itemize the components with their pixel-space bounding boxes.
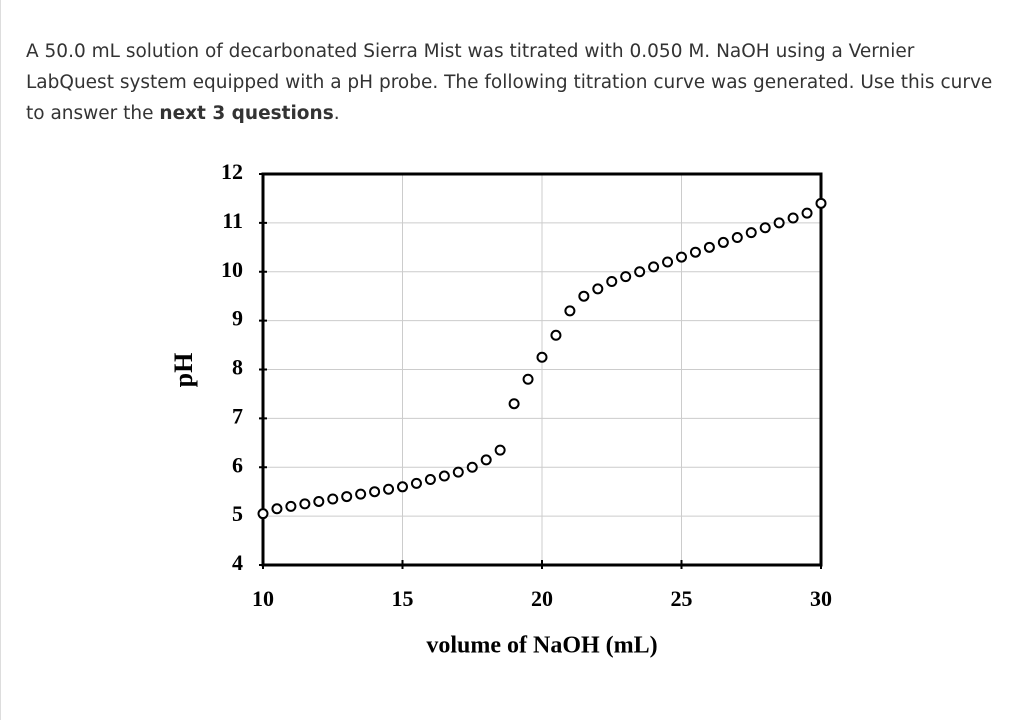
y-tick-label: 10 (221, 257, 243, 282)
question-text: A 50.0 mL solution of decarbonated Sierr… (26, 41, 993, 124)
border (0, 0, 1, 720)
x-tick-label: 20 (531, 586, 553, 611)
data-point (397, 481, 408, 493)
data-point (564, 305, 576, 317)
x-tick-label: 30 (810, 586, 832, 611)
y-tick-label: 8 (232, 355, 243, 380)
data-point (662, 256, 674, 268)
y-tick-label: 11 (222, 208, 243, 233)
data-point (271, 503, 283, 515)
data-point (424, 473, 436, 485)
data-point (494, 444, 506, 456)
data-point (773, 217, 785, 229)
data-point (355, 488, 367, 500)
data-point (717, 236, 729, 248)
data-point (606, 276, 618, 288)
data-point (438, 470, 450, 482)
x-tick-label: 25 (671, 586, 693, 611)
data-point (410, 477, 422, 489)
data-point (313, 495, 325, 507)
question: A 50.0 mL solution of decarbonated Sierr… (26, 36, 996, 129)
data-point (745, 227, 757, 239)
data-point (676, 251, 687, 263)
y-tick-label: 12 (221, 159, 243, 184)
data-point (731, 232, 743, 244)
data-point (801, 207, 813, 219)
data-point (522, 373, 534, 385)
data-point (634, 266, 646, 278)
data-point (508, 398, 520, 410)
data-point (787, 212, 799, 224)
x-tick-label: 15 (392, 586, 414, 611)
data-point (759, 222, 771, 234)
y-axis-label: pH (169, 353, 198, 388)
data-point (578, 290, 590, 302)
data-point (592, 283, 604, 295)
data-point (341, 491, 353, 503)
data-point (299, 498, 311, 510)
data-point (327, 493, 339, 505)
data-point (536, 351, 548, 363)
plot-frame (261, 172, 823, 567)
data-point (466, 461, 478, 473)
data-point (689, 246, 701, 258)
data-point (383, 483, 395, 495)
y-tick-label: 7 (232, 403, 243, 428)
data-point (703, 241, 715, 253)
data-point (257, 508, 269, 520)
question-end: . (333, 103, 340, 124)
data-point (369, 486, 381, 498)
y-tick-label: 9 (232, 306, 243, 331)
y-tick-label: 6 (232, 452, 243, 477)
data-point (550, 329, 562, 341)
data-point (648, 261, 660, 273)
question-emphasis: next 3 questions (159, 103, 334, 124)
y-tick-label: 5 (232, 501, 243, 526)
y-tick-label: 4 (232, 550, 243, 575)
data-point (480, 454, 492, 466)
x-tick-label: 10 (252, 586, 274, 611)
x-axis-label: volume of NaOH (mL) (426, 633, 657, 659)
data-point (815, 197, 827, 209)
data-point (620, 271, 632, 283)
data-point (452, 466, 464, 478)
data-point (285, 500, 297, 512)
